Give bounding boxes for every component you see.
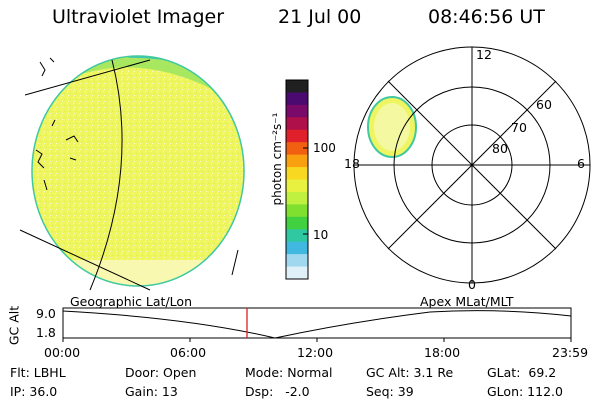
dsp-info: Dsp: -2.0: [245, 384, 310, 399]
filter-info: Flt: LBHL: [10, 365, 66, 380]
colorbar-segment: [286, 254, 308, 268]
lat-label-80: 80: [492, 141, 508, 156]
colorbar-segment: [286, 229, 308, 243]
x-tick-1800: 18:00: [424, 345, 461, 360]
colorbar-tick-100: 100: [313, 141, 336, 155]
glon-info: GLon: 112.0: [487, 384, 563, 399]
time-label: 08:46:56 UT: [428, 6, 545, 28]
timeline-left-label: Geographic Lat/Lon: [70, 294, 192, 309]
timeline-right-label: Apex MLat/MLT: [420, 294, 514, 309]
colorbar-segment: [286, 92, 308, 106]
instrument-title: Ultraviolet Imager: [52, 6, 225, 28]
colorbar-segment: [286, 204, 308, 218]
colorbar-segment: [286, 154, 308, 168]
seq-info: Seq: 39: [366, 384, 414, 399]
colorbar-segment: [286, 216, 308, 230]
x-tick-2359: 23:59: [552, 345, 589, 360]
mlt-label-6: 6: [577, 156, 585, 171]
colorbar-segment: [286, 191, 308, 205]
ip-info: IP: 36.0: [10, 384, 58, 399]
colorbar-tick-10: 10: [313, 228, 329, 242]
colorbar-segment: [286, 104, 308, 118]
colorbar-segment: [286, 142, 308, 156]
colorbar-segment: [286, 179, 308, 193]
x-tick-0600: 06:00: [170, 345, 207, 360]
mlt-label-12: 12: [476, 47, 492, 62]
y-tick-high: 9.0: [36, 306, 56, 321]
glat-info: GLat: 69.2: [487, 365, 557, 380]
door-info: Door: Open: [125, 365, 197, 380]
gain-info: Gain: 13: [125, 384, 178, 399]
lat-label-70: 70: [511, 120, 527, 135]
mode-info: Mode: Normal: [245, 365, 333, 380]
colorbar-segment: [286, 167, 308, 180]
x-tick-0000: 00:00: [44, 345, 81, 360]
colorbar-segment: [286, 80, 308, 93]
colorbar-frame: [285, 79, 309, 280]
lat-label-60: 60: [536, 97, 552, 112]
date-label: 21 Jul 00: [278, 6, 362, 28]
mlt-label-18: 18: [344, 156, 360, 171]
y-tick-low: 1.8: [36, 325, 56, 340]
x-tick-1200: 12:00: [297, 345, 334, 360]
colorbar-segment: [286, 241, 308, 255]
colorbar-segment: [286, 266, 308, 280]
colorbar-segment: [286, 117, 308, 131]
colorbar-segment: [286, 129, 308, 143]
gc-alt-info: GC Alt: 3.1 Re: [366, 365, 454, 380]
mlt-label-0: 0: [468, 277, 476, 292]
